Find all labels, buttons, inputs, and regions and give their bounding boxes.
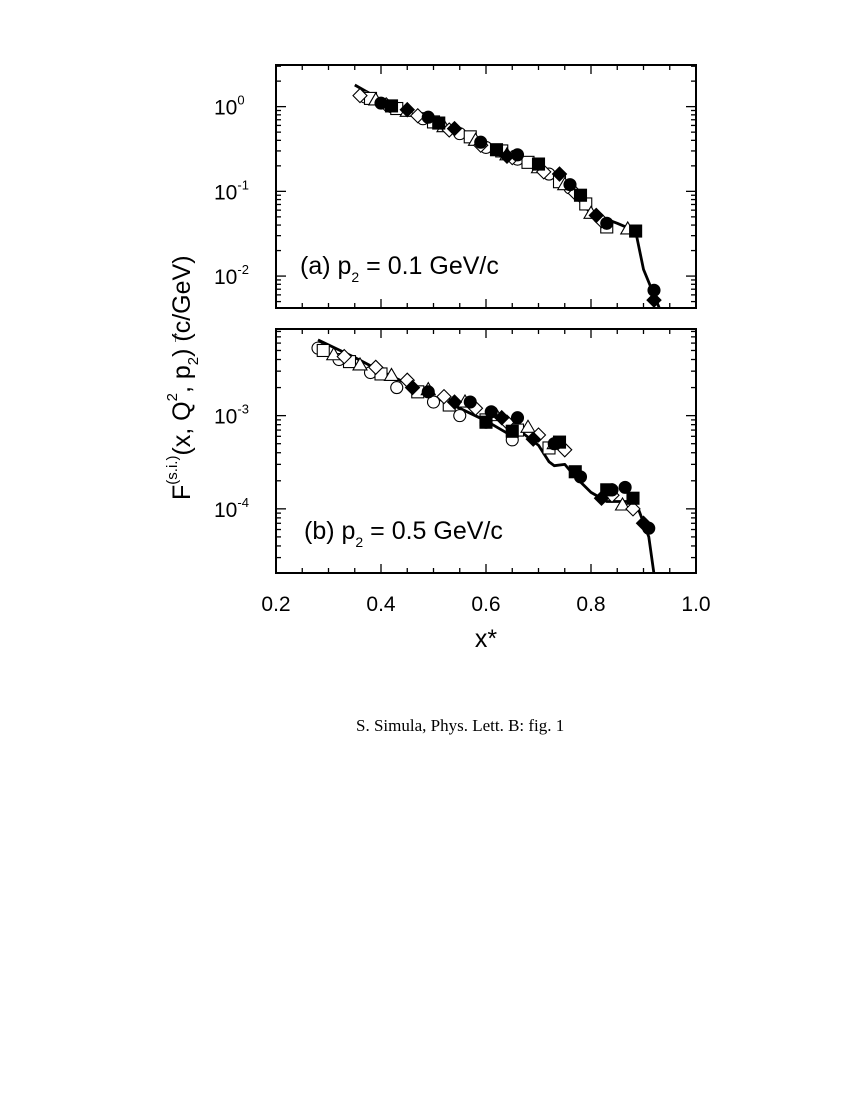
data-point-filled-circle: [421, 385, 435, 399]
data-point-filled-circle: [563, 178, 577, 192]
x-tick-label: 0.6: [471, 593, 500, 616]
data-point-open-triangle: [352, 356, 368, 371]
x-tick-label: 0.8: [576, 593, 605, 616]
y-tick-label-exponent: -1: [237, 177, 249, 192]
data-point-filled-diamond: [588, 207, 605, 224]
data-point-open-diamond: [625, 501, 641, 517]
data-point-filled-diamond: [525, 431, 542, 447]
y-tick-label-exponent: 0: [237, 93, 244, 108]
data-point-filled-square: [568, 465, 582, 479]
figure-caption: S. Simula, Phys. Lett. B: fig. 1: [356, 716, 565, 735]
y-axis-title-comma: ,: [168, 379, 196, 393]
data-point-open-diamond: [352, 87, 368, 104]
data-point-filled-circle: [463, 395, 477, 409]
data-point-open-circle: [390, 381, 404, 395]
y-tick-label: 100: [214, 93, 245, 120]
data-point-filled-square: [479, 415, 493, 429]
data-point-filled-square: [531, 157, 546, 171]
panel-label-prefix: (b) p: [304, 517, 355, 545]
panel-label-subscript: 2: [351, 269, 359, 285]
data-point-filled-circle: [600, 216, 614, 230]
data-point-filled-square: [489, 143, 504, 157]
data-point-filled-diamond: [499, 148, 515, 164]
y-tick-label-base: 10: [214, 266, 237, 289]
panel-label-prefix: (a) p: [300, 252, 351, 280]
panel-label-subscript: 2: [355, 534, 363, 550]
x-tick-label: 0.2: [261, 593, 290, 616]
data-point-filled-diamond: [399, 101, 416, 118]
y-axis-title-p: p: [168, 365, 196, 379]
data-point-filled-diamond: [551, 166, 568, 182]
panel-label-b: (b) p2 = 0.5 GeV/c: [304, 517, 503, 550]
vector-arrow-icon: →: [165, 330, 182, 345]
y-axis-title-f: F: [168, 485, 196, 500]
data-point-filled-diamond: [593, 490, 610, 507]
data-point-filled-diamond: [446, 394, 463, 410]
data-point-filled-square: [626, 491, 640, 505]
y-tick-label-exponent: -3: [237, 402, 249, 417]
data-point-open-diamond: [336, 348, 353, 365]
y-axis-title-superscript: (s.i.): [164, 456, 181, 485]
y-tick-label: 10-3: [214, 402, 249, 429]
data-point-filled-square: [629, 224, 643, 238]
y-tick-label-base: 10: [214, 97, 237, 120]
y-tick-label-base: 10: [214, 406, 237, 429]
data-point-filled-circle: [510, 411, 525, 425]
data-point-open-circle: [453, 409, 467, 423]
y-tick-label-base: 10: [214, 181, 237, 204]
y-tick-label: 10-4: [214, 495, 249, 522]
data-point-filled-diamond: [635, 515, 652, 532]
data-point-open-diamond: [367, 359, 384, 376]
data-point-filled-circle: [474, 135, 488, 149]
data-point-filled-square: [552, 435, 567, 449]
data-point-open-diamond: [409, 107, 426, 124]
y-tick-label-base: 10: [214, 499, 237, 522]
data-point-open-circle: [426, 395, 441, 409]
data-point-open-triangle: [383, 367, 400, 381]
data-point-filled-square: [384, 99, 399, 113]
data-point-filled-circle: [618, 480, 632, 494]
y-axis-title: F(s.i.)(x, Q2, p2) (c/GeV): [164, 255, 202, 500]
data-point-filled-diamond: [493, 409, 510, 426]
data-point-open-triangle: [520, 419, 536, 433]
y-axis-title-q-power: 2: [164, 393, 181, 401]
x-axis-tick-labels: 0.2 0.4 0.6 0.8 1.0: [261, 593, 710, 616]
data-point-filled-square: [573, 188, 588, 202]
panel-b: 10-310-4(b) p2 = 0.5 GeV/c: [214, 328, 697, 574]
x-tick-label: 0.4: [366, 593, 396, 616]
data-point-filled-diamond: [446, 120, 463, 137]
data-point-filled-square: [432, 116, 446, 130]
data-point-open-triangle: [614, 496, 631, 511]
data-point-filled-square: [505, 424, 519, 438]
panel-label-suffix: = 0.1 GeV/c: [359, 252, 499, 280]
y-tick-label-exponent: -2: [237, 262, 249, 277]
data-point-filled-diamond: [646, 292, 662, 308]
y-axis-title-units: ) (c/GeV): [168, 255, 196, 356]
y-tick-label: 10-2: [214, 262, 249, 289]
data-point-filled-diamond: [404, 379, 421, 396]
y-tick-label: 10-1: [214, 177, 249, 204]
x-tick-label: 1.0: [681, 593, 710, 616]
panel-label-suffix: = 0.5 GeV/c: [363, 517, 503, 545]
y-axis-title-p-sub: 2: [185, 357, 202, 365]
y-axis-title-args: (x, Q: [168, 401, 196, 455]
data-point-open-square: [316, 343, 330, 358]
panel-label-a: (a) p2 = 0.1 GeV/c: [300, 252, 499, 285]
x-axis-title: x*: [475, 625, 498, 653]
data-point-open-diamond: [436, 388, 452, 405]
y-tick-label-exponent: -4: [237, 495, 249, 510]
